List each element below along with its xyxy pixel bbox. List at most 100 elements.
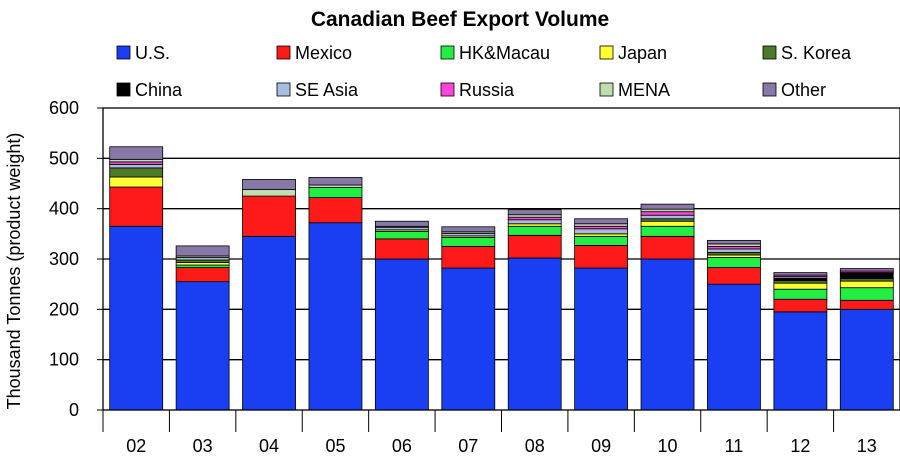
legend-label: China <box>135 80 183 100</box>
bar-stack-03 <box>175 245 230 411</box>
legend-swatch <box>276 45 291 60</box>
bar-segment-mexico <box>640 235 695 260</box>
bar-segment-japan <box>839 280 894 289</box>
bar-segment-other <box>839 268 894 272</box>
bar-stack-07 <box>441 226 496 411</box>
bar-stack-12 <box>773 272 828 411</box>
x-tick-label: 06 <box>392 436 412 456</box>
x-tick-label: 11 <box>725 436 744 456</box>
bar-segment-mexico <box>707 267 761 285</box>
bar-segment-se-asia <box>707 248 761 253</box>
bar-segment-mena <box>242 189 296 197</box>
bar-stack-11 <box>707 239 761 411</box>
y-axis-ticks: 0 100 200 300 400 500 600 <box>49 98 103 420</box>
bar-segment-mexico <box>242 195 296 237</box>
legend-item-u-s: U.S. <box>116 43 170 63</box>
x-tick-label: 09 <box>591 436 611 456</box>
bar-stack-10 <box>640 203 695 411</box>
legend-item-china: China <box>116 80 183 100</box>
x-tick-label: 07 <box>458 436 478 456</box>
bars <box>109 146 894 411</box>
legend-item-mena: MENA <box>599 80 670 100</box>
bar-stack-06 <box>374 220 429 411</box>
legend-swatch <box>276 82 291 97</box>
bar-segment-hk-macau <box>640 225 695 237</box>
bar-segment-u-s <box>507 257 562 411</box>
bar-segment-se-asia <box>574 228 629 235</box>
bar-segment-u-s <box>441 267 496 411</box>
bar-segment-hk-macau <box>574 235 629 246</box>
legend-swatch <box>599 45 614 60</box>
x-tick-label: 04 <box>259 436 279 456</box>
legend-item-hk-macau: HK&Macau <box>440 43 550 63</box>
bar-segment-mexico <box>773 298 828 313</box>
legend-swatch <box>762 45 777 60</box>
bar-segment-other <box>374 220 429 227</box>
bar-stack-13 <box>839 268 894 411</box>
x-tick-label: 10 <box>658 436 678 456</box>
bar-segment-other <box>574 218 629 225</box>
bar-segment-u-s <box>374 258 429 411</box>
plot-frame <box>102 107 900 411</box>
y-tick-label: 400 <box>49 199 79 219</box>
legend-item-se-asia: SE Asia <box>276 80 359 100</box>
legend-swatch <box>599 82 614 97</box>
y-tick-label: 300 <box>49 249 79 269</box>
bar-segment-se-asia <box>640 214 695 220</box>
legend-label: Mexico <box>295 43 352 63</box>
legend-label: Japan <box>618 43 667 63</box>
x-tick-label: 12 <box>790 436 810 456</box>
bar-segment-u-s <box>109 225 164 411</box>
bar-segment-mexico <box>109 186 164 227</box>
x-axis-ticks: 02 03 04 05 06 07 08 09 10 11 12 13 <box>102 410 877 456</box>
bar-segment-u-s <box>574 267 629 411</box>
x-tick-label: 08 <box>525 436 545 456</box>
bar-segment-hk-macau <box>773 288 828 300</box>
legend-swatch <box>440 82 455 97</box>
legend-label: HK&Macau <box>459 43 550 63</box>
bar-segment-japan <box>640 220 695 227</box>
legend-label: U.S. <box>135 43 170 63</box>
bar-segment-mexico <box>374 238 429 260</box>
bar-segment-hk-macau <box>707 257 761 268</box>
bar-segment-mexico <box>308 197 363 224</box>
bar-segment-u-s <box>242 235 296 411</box>
legend: U.S. Mexico HK&Macau Japan S. Korea China SE A… <box>116 43 852 100</box>
y-tick-label: 0 <box>69 400 79 420</box>
x-tick-label: 02 <box>126 436 146 456</box>
bar-stack-09 <box>574 218 629 411</box>
bar-segment-mexico <box>441 246 496 269</box>
bar-stack-02 <box>109 146 164 411</box>
bar-stack-04 <box>242 179 296 411</box>
bar-segment-u-s <box>308 222 363 411</box>
y-tick-label: 500 <box>49 148 79 168</box>
legend-swatch <box>116 45 131 60</box>
y-tick-label: 100 <box>49 350 79 370</box>
bar-stack-08 <box>507 209 562 411</box>
legend-label: Other <box>781 80 826 100</box>
bar-segment-s-korea <box>109 167 164 178</box>
legend-item-japan: Japan <box>599 43 667 63</box>
bar-segment-other <box>441 226 496 233</box>
bar-segment-hk-macau <box>374 230 429 240</box>
y-tick-label: 200 <box>49 299 79 319</box>
bar-segment-other <box>507 209 562 216</box>
x-tick-label: 03 <box>193 436 213 456</box>
bar-segment-russia <box>640 211 695 216</box>
bar-segment-u-s <box>640 258 695 411</box>
bar-segment-other <box>242 179 296 190</box>
bar-segment-u-s <box>175 281 230 411</box>
legend-label: S. Korea <box>781 43 852 63</box>
bar-segment-other <box>308 177 363 186</box>
x-tick-label: 13 <box>857 436 877 456</box>
bar-segment-other <box>109 146 164 160</box>
legend-swatch <box>762 82 777 97</box>
bar-segment-hk-macau <box>441 236 496 247</box>
bar-segment-mexico <box>507 234 562 259</box>
y-axis-title: Thousand Tonnes (product weight) <box>4 133 24 410</box>
legend-item-s-korea: S. Korea <box>762 43 852 63</box>
bar-segment-japan <box>109 176 164 188</box>
legend-item-russia: Russia <box>440 80 515 100</box>
